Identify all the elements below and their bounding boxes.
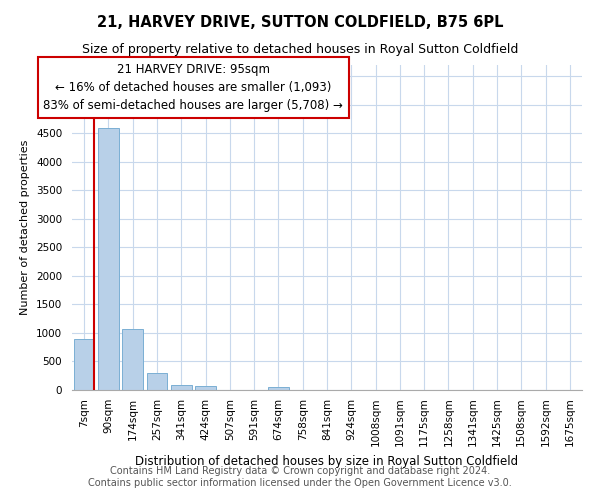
Text: Contains HM Land Registry data © Crown copyright and database right 2024.
Contai: Contains HM Land Registry data © Crown c… <box>88 466 512 487</box>
Text: 21, HARVEY DRIVE, SUTTON COLDFIELD, B75 6PL: 21, HARVEY DRIVE, SUTTON COLDFIELD, B75 … <box>97 15 503 30</box>
Text: Size of property relative to detached houses in Royal Sutton Coldfield: Size of property relative to detached ho… <box>82 42 518 56</box>
Bar <box>268 387 289 390</box>
Bar <box>122 328 143 390</box>
Bar <box>74 338 94 390</box>
X-axis label: Distribution of detached houses by size in Royal Sutton Coldfield: Distribution of detached houses by size … <box>136 454 518 468</box>
Bar <box>98 128 119 390</box>
Text: 21 HARVEY DRIVE: 95sqm
← 16% of detached houses are smaller (1,093)
83% of semi-: 21 HARVEY DRIVE: 95sqm ← 16% of detached… <box>43 64 343 112</box>
Y-axis label: Number of detached properties: Number of detached properties <box>20 140 31 315</box>
Bar <box>195 386 216 390</box>
Bar <box>146 372 167 390</box>
Bar <box>171 385 191 390</box>
